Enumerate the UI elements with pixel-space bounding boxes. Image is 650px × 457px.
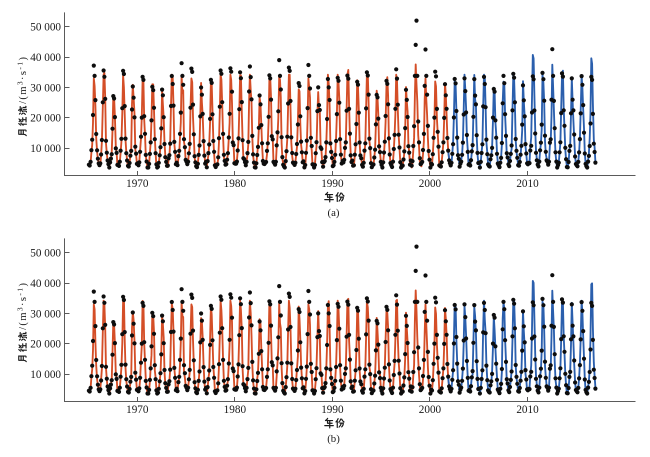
svg-text:1970: 1970: [126, 404, 149, 416]
svg-text:1970: 1970: [126, 178, 149, 190]
svg-text:10 000: 10 000: [30, 369, 61, 381]
svg-text:2000: 2000: [419, 404, 442, 416]
svg-text:20 000: 20 000: [30, 339, 61, 351]
svg-text:10 000: 10 000: [30, 143, 61, 155]
svg-text:30 000: 30 000: [30, 82, 61, 94]
svg-text:(a): (a): [328, 207, 340, 219]
svg-text:(b): (b): [327, 433, 340, 445]
svg-text:50 000: 50 000: [30, 247, 61, 259]
svg-text:20 000: 20 000: [30, 113, 61, 125]
svg-text:50 000: 50 000: [30, 21, 61, 33]
svg-text:30 000: 30 000: [30, 308, 61, 320]
svg-text:2010: 2010: [516, 404, 539, 416]
svg-text:40 000: 40 000: [30, 52, 61, 64]
svg-text:2010: 2010: [516, 178, 539, 190]
svg-text:1980: 1980: [224, 178, 247, 190]
svg-text:1990: 1990: [321, 404, 344, 416]
svg-text:2000: 2000: [419, 178, 442, 190]
svg-text:1990: 1990: [321, 178, 344, 190]
svg-text:1980: 1980: [224, 404, 247, 416]
svg-text:40 000: 40 000: [30, 278, 61, 290]
